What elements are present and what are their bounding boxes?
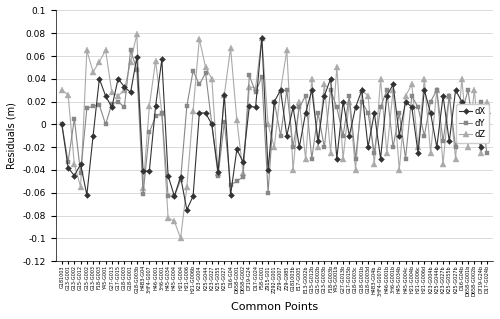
dY <box>315 111 321 115</box>
dX <box>315 139 321 143</box>
Legend: dX, dY, dZ: dX, dY, dZ <box>456 104 489 143</box>
dX <box>396 134 402 138</box>
dY <box>484 151 490 155</box>
dZ <box>484 100 490 103</box>
dY <box>128 48 134 52</box>
dY <box>146 130 152 134</box>
dZ <box>128 60 134 63</box>
dY <box>165 194 171 198</box>
dZ <box>59 88 65 92</box>
Y-axis label: Residuals (m): Residuals (m) <box>7 102 17 169</box>
dZ <box>478 151 484 155</box>
Line: dY: dY <box>60 48 489 198</box>
dY <box>90 104 96 108</box>
dX <box>140 169 146 173</box>
dY <box>134 68 140 71</box>
dY <box>478 100 484 103</box>
dX <box>478 145 484 149</box>
dX <box>59 122 65 126</box>
dZ <box>315 145 321 149</box>
dY <box>396 111 402 115</box>
dZ <box>90 70 96 74</box>
dZ <box>134 33 140 36</box>
X-axis label: Common Points: Common Points <box>231 302 318 312</box>
dZ <box>178 236 184 240</box>
dX <box>184 208 190 212</box>
Line: dZ: dZ <box>59 32 490 241</box>
dX <box>128 91 134 94</box>
Line: dX: dX <box>60 36 489 212</box>
dZ <box>396 168 402 172</box>
dX <box>259 36 265 40</box>
dX <box>484 111 490 115</box>
dY <box>59 122 65 126</box>
dZ <box>146 104 152 108</box>
dX <box>90 134 96 138</box>
